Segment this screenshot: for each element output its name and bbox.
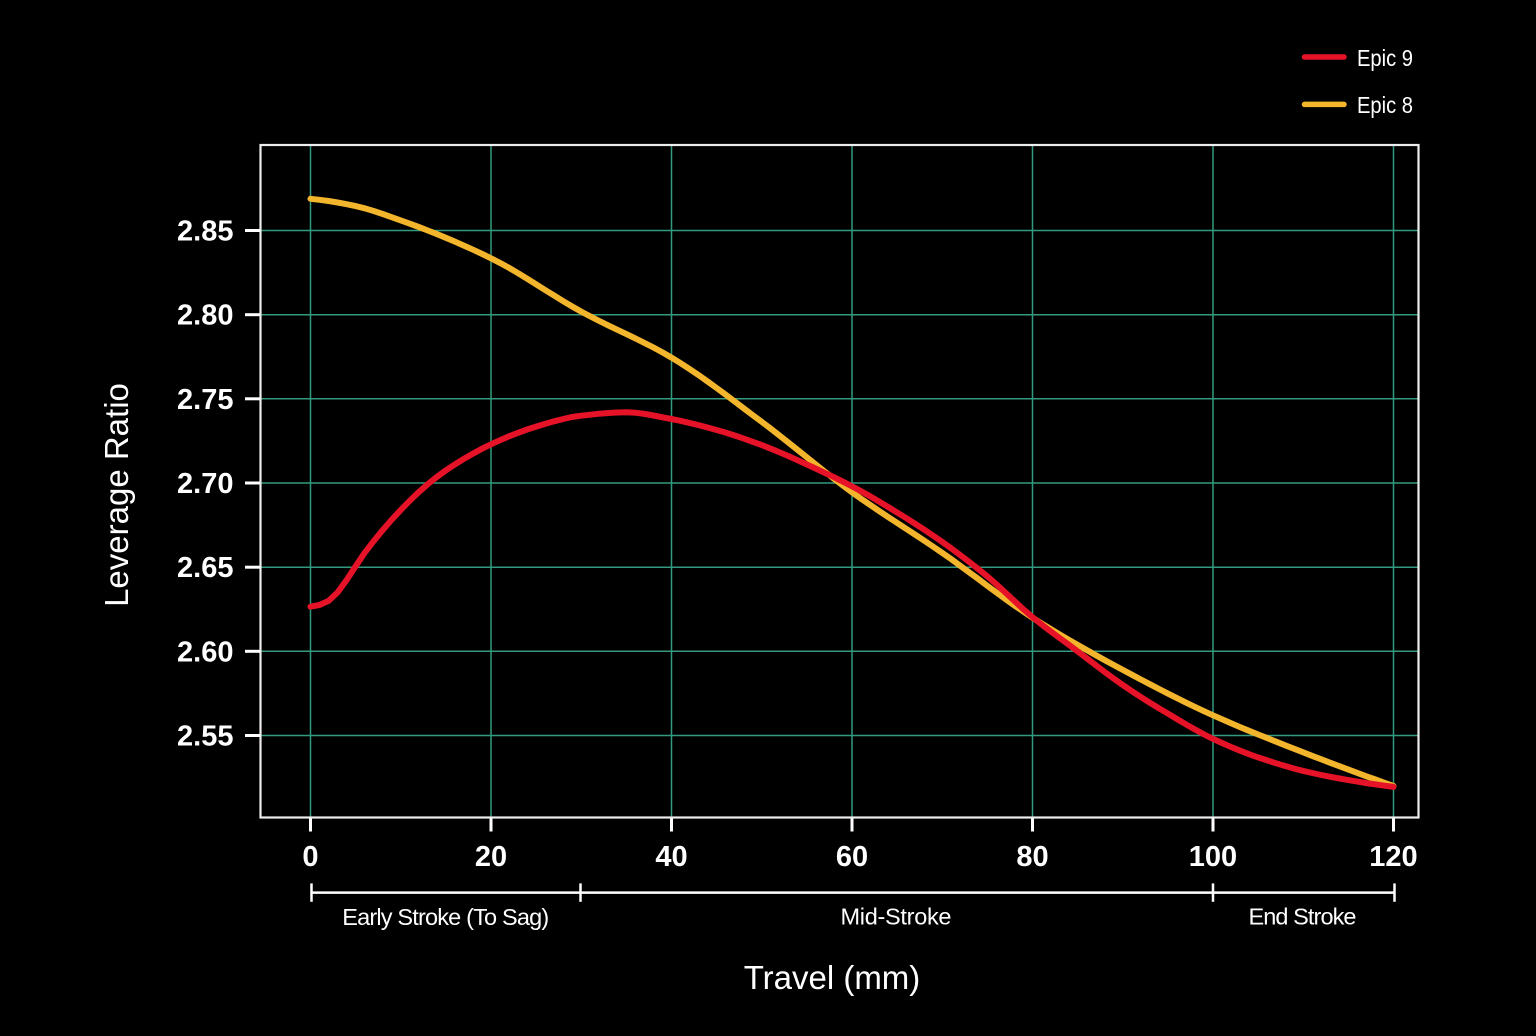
- svg-text:2.55: 2.55: [177, 721, 233, 753]
- svg-text:2.60: 2.60: [177, 636, 233, 668]
- svg-text:2.80: 2.80: [177, 300, 233, 332]
- svg-text:100: 100: [1189, 841, 1237, 873]
- svg-text:Early Stroke (To Sag): Early Stroke (To Sag): [342, 904, 549, 930]
- svg-text:Epic 9: Epic 9: [1357, 45, 1413, 71]
- svg-text:2.85: 2.85: [177, 216, 233, 248]
- svg-text:80: 80: [1016, 841, 1048, 873]
- svg-text:0: 0: [302, 841, 318, 873]
- svg-text:2.70: 2.70: [177, 468, 233, 500]
- svg-text:120: 120: [1369, 841, 1417, 873]
- svg-text:Leverage Ratio: Leverage Ratio: [98, 383, 135, 607]
- svg-text:Mid-Stroke: Mid-Stroke: [841, 904, 952, 930]
- svg-text:End Stroke: End Stroke: [1249, 904, 1357, 930]
- svg-text:Epic 8: Epic 8: [1357, 92, 1413, 118]
- svg-text:20: 20: [475, 841, 507, 873]
- svg-text:60: 60: [836, 841, 868, 873]
- svg-text:40: 40: [655, 841, 687, 873]
- svg-text:Travel (mm): Travel (mm): [744, 959, 921, 996]
- svg-text:2.65: 2.65: [177, 552, 233, 584]
- svg-text:2.75: 2.75: [177, 384, 233, 416]
